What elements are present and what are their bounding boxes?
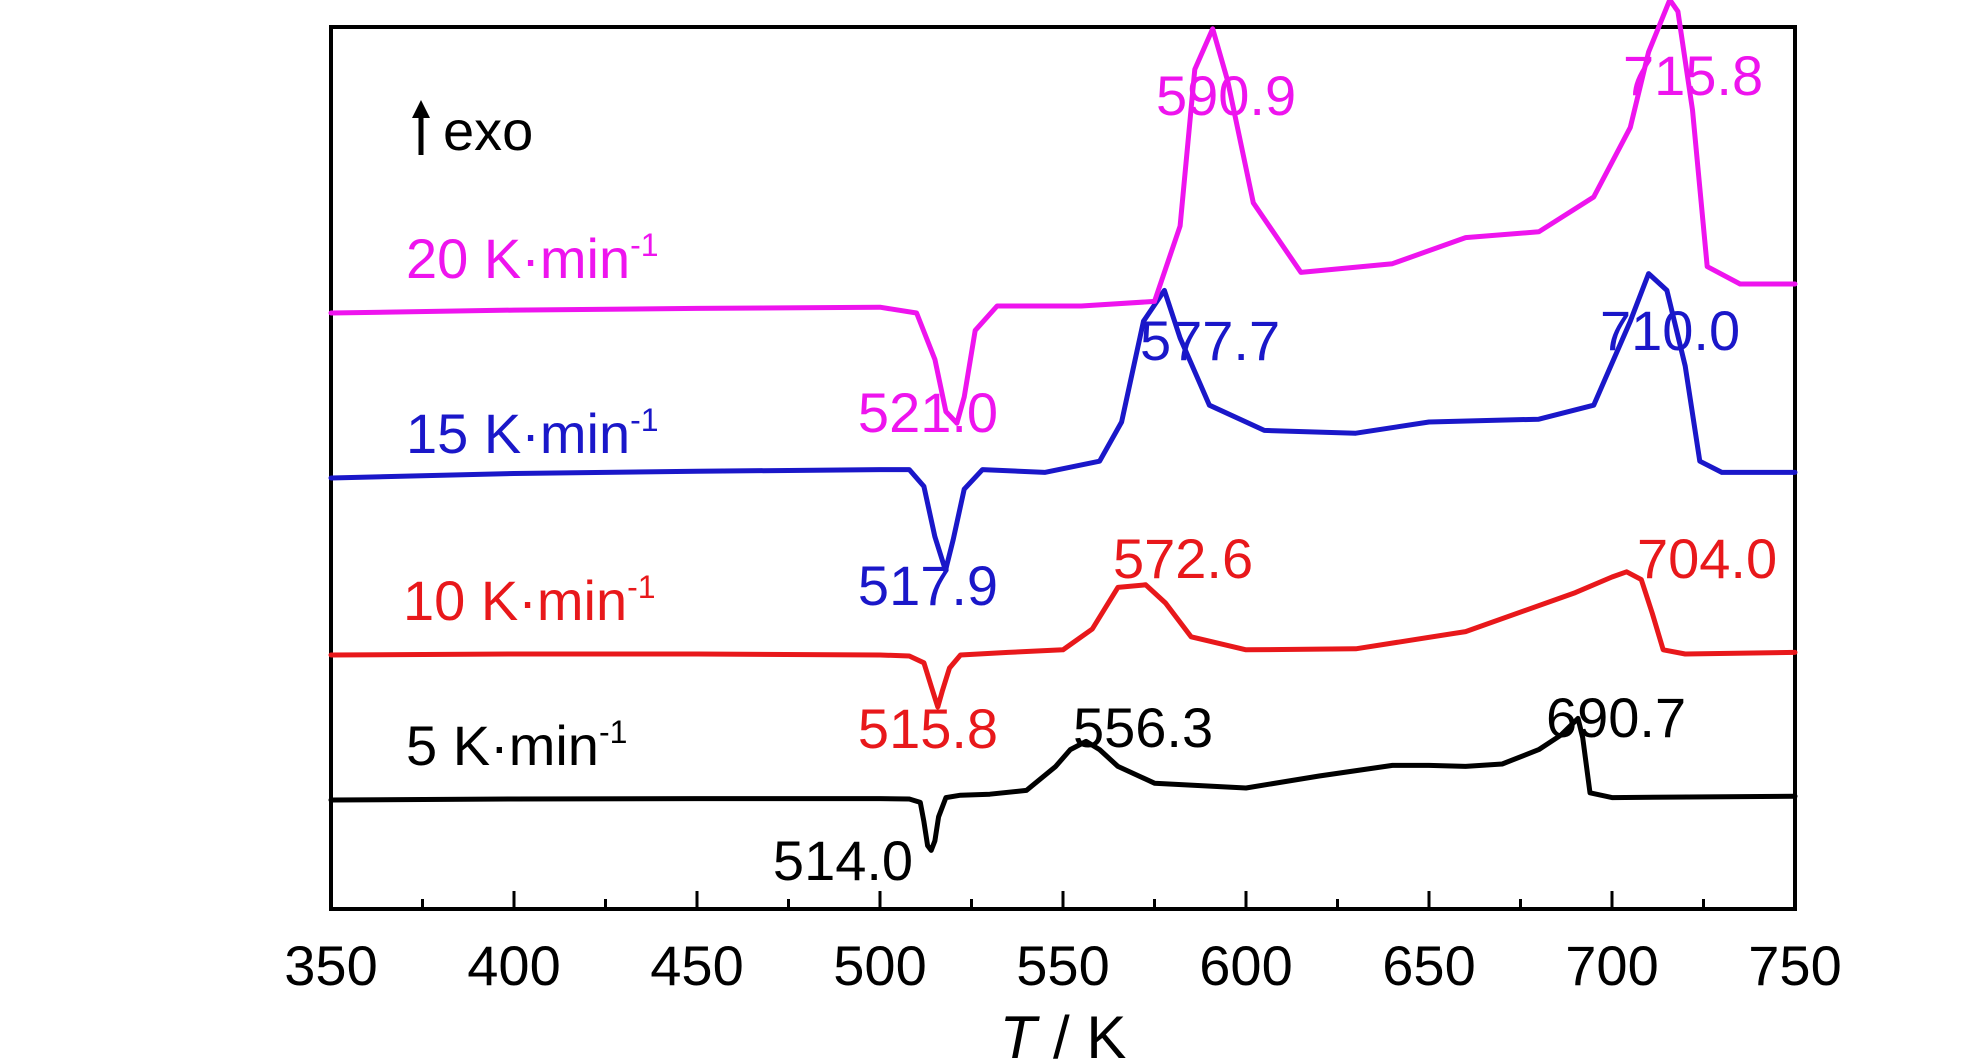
x-tick-label: 600 (1199, 934, 1292, 997)
peak-label: 704.0 (1637, 527, 1777, 590)
x-axis-title: T / K (1000, 1004, 1127, 1063)
x-axis-title-unit: / K (1036, 1004, 1126, 1063)
peak-label: 514.0 (773, 829, 913, 892)
series-label: 10 K·min-1 (403, 569, 656, 632)
peak-label: 577.7 (1140, 309, 1280, 372)
series-layer (328, 0, 1798, 853)
series-line (328, 271, 1798, 573)
label-layer: 5 K·min-1 514.0 556.3 690.7 10 K·min-1 515.8 5… (403, 44, 1777, 892)
series-label: 5 K·min-1 (406, 714, 627, 777)
series-line (328, 715, 1798, 853)
peak-label: 556.3 (1073, 696, 1213, 759)
x-tick-label: 750 (1748, 934, 1841, 997)
series-label: 15 K·min-1 (406, 402, 659, 465)
exo-label: exo (443, 99, 533, 162)
peak-label: 515.8 (858, 697, 998, 760)
peak-label: 572.6 (1113, 527, 1253, 590)
x-axis-ticks (329, 891, 1797, 909)
peak-label: 715.8 (1623, 44, 1763, 107)
x-axis-tick-labels: 350 400 450 500 550 600 650 700 750 (284, 934, 1841, 997)
x-axis-title-variable: T (1000, 1004, 1041, 1063)
x-tick-label: 700 (1565, 934, 1658, 997)
x-tick-label: 550 (1016, 934, 1109, 997)
peak-label: 710.0 (1600, 299, 1740, 362)
exo-indicator: exo (412, 99, 533, 162)
series-line (328, 569, 1798, 710)
x-tick-label: 500 (833, 934, 926, 997)
peak-label: 521.0 (858, 381, 998, 444)
peak-label: 590.9 (1156, 64, 1296, 127)
x-tick-label: 350 (284, 934, 377, 997)
peak-label: 517.9 (858, 554, 998, 617)
peak-label: 690.7 (1546, 686, 1686, 749)
exo-arrow-icon (412, 100, 430, 118)
x-tick-label: 400 (467, 934, 560, 997)
series-label: 20 K·min-1 (406, 227, 659, 290)
series-line (328, 0, 1798, 426)
x-tick-label: 450 (650, 934, 743, 997)
x-tick-label: 650 (1382, 934, 1475, 997)
